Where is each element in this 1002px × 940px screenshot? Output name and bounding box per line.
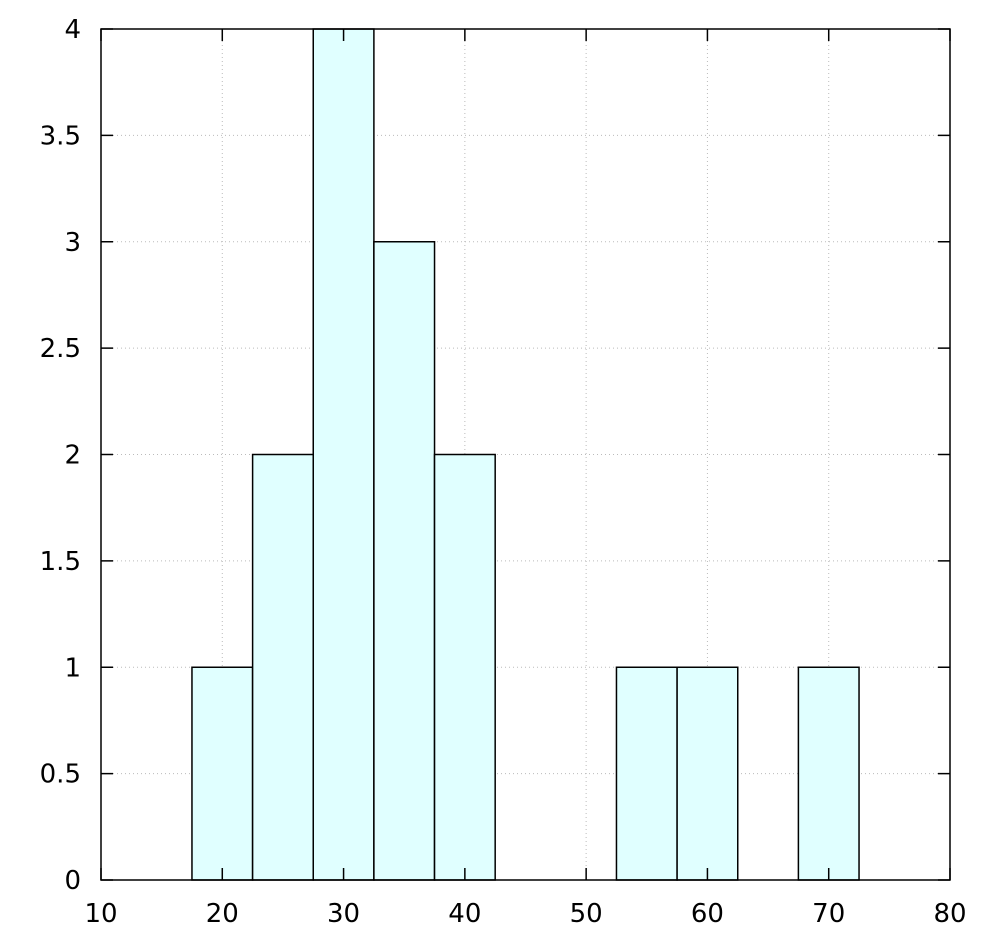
y-tick-label: 3 [64, 228, 81, 258]
x-tick-label: 20 [206, 899, 239, 929]
bar [797, 666, 860, 881]
x-tick-label: 50 [570, 899, 603, 929]
bar [312, 28, 375, 881]
x-tick-label: 10 [84, 899, 117, 929]
bar [191, 666, 254, 881]
x-tick-label: 60 [691, 899, 724, 929]
y-tick-label: 4 [64, 15, 81, 45]
bar [373, 241, 436, 881]
y-tick-label: 0 [64, 866, 81, 896]
bar [676, 666, 739, 881]
y-tick-label: 1.5 [40, 547, 81, 577]
x-tick-label: 40 [448, 899, 481, 929]
x-tick-label: 80 [933, 899, 966, 929]
bar [615, 666, 678, 881]
y-tick-label: 2 [64, 441, 81, 471]
y-tick-label: 0.5 [40, 760, 81, 790]
bar [251, 453, 315, 881]
x-tick-label: 70 [812, 899, 845, 929]
y-tick-label: 2.5 [40, 334, 81, 364]
y-tick-label: 3.5 [40, 121, 81, 151]
x-tick-label: 30 [327, 899, 360, 929]
bar [433, 453, 496, 881]
y-tick-label: 1 [64, 653, 81, 683]
